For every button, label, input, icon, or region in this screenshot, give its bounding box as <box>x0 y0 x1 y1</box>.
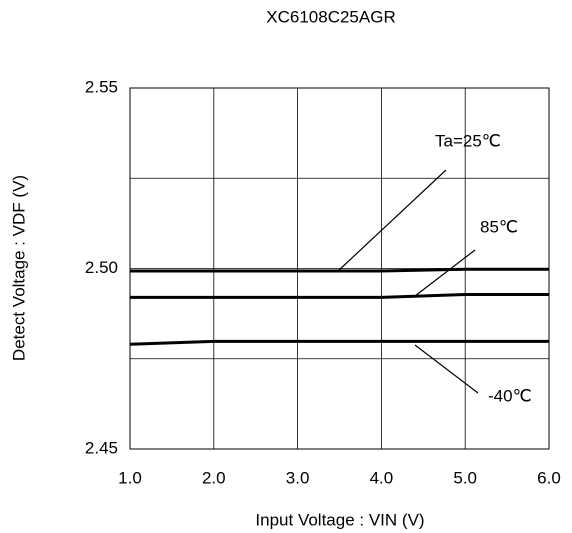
leader-line <box>414 344 479 394</box>
series-label: Ta=25℃ <box>435 131 501 150</box>
x-tick-label: 5.0 <box>453 468 477 487</box>
series-line <box>130 267 549 273</box>
y-tick-label: 2.45 <box>85 438 118 457</box>
y-tick-label: 2.50 <box>85 258 118 277</box>
series-label: 85℃ <box>480 217 518 236</box>
x-tick-label: 2.0 <box>202 468 226 487</box>
y-axis-label: Detect Voltage : VDF (V) <box>9 175 28 361</box>
x-tick-label: 4.0 <box>370 468 394 487</box>
x-tick-label: 6.0 <box>537 468 561 487</box>
series-line <box>130 292 549 299</box>
leader-line <box>337 169 447 272</box>
y-tick-label: 2.55 <box>85 77 118 96</box>
leader-line <box>414 249 476 297</box>
series-label: -40℃ <box>488 386 532 405</box>
x-tick-label: 1.0 <box>118 468 142 487</box>
x-tick-label: 3.0 <box>286 468 310 487</box>
x-axis-label: Input Voltage : VIN (V) <box>255 510 424 529</box>
chart-title: XC6108C25AGR <box>266 7 395 26</box>
series-line <box>129 339 549 346</box>
